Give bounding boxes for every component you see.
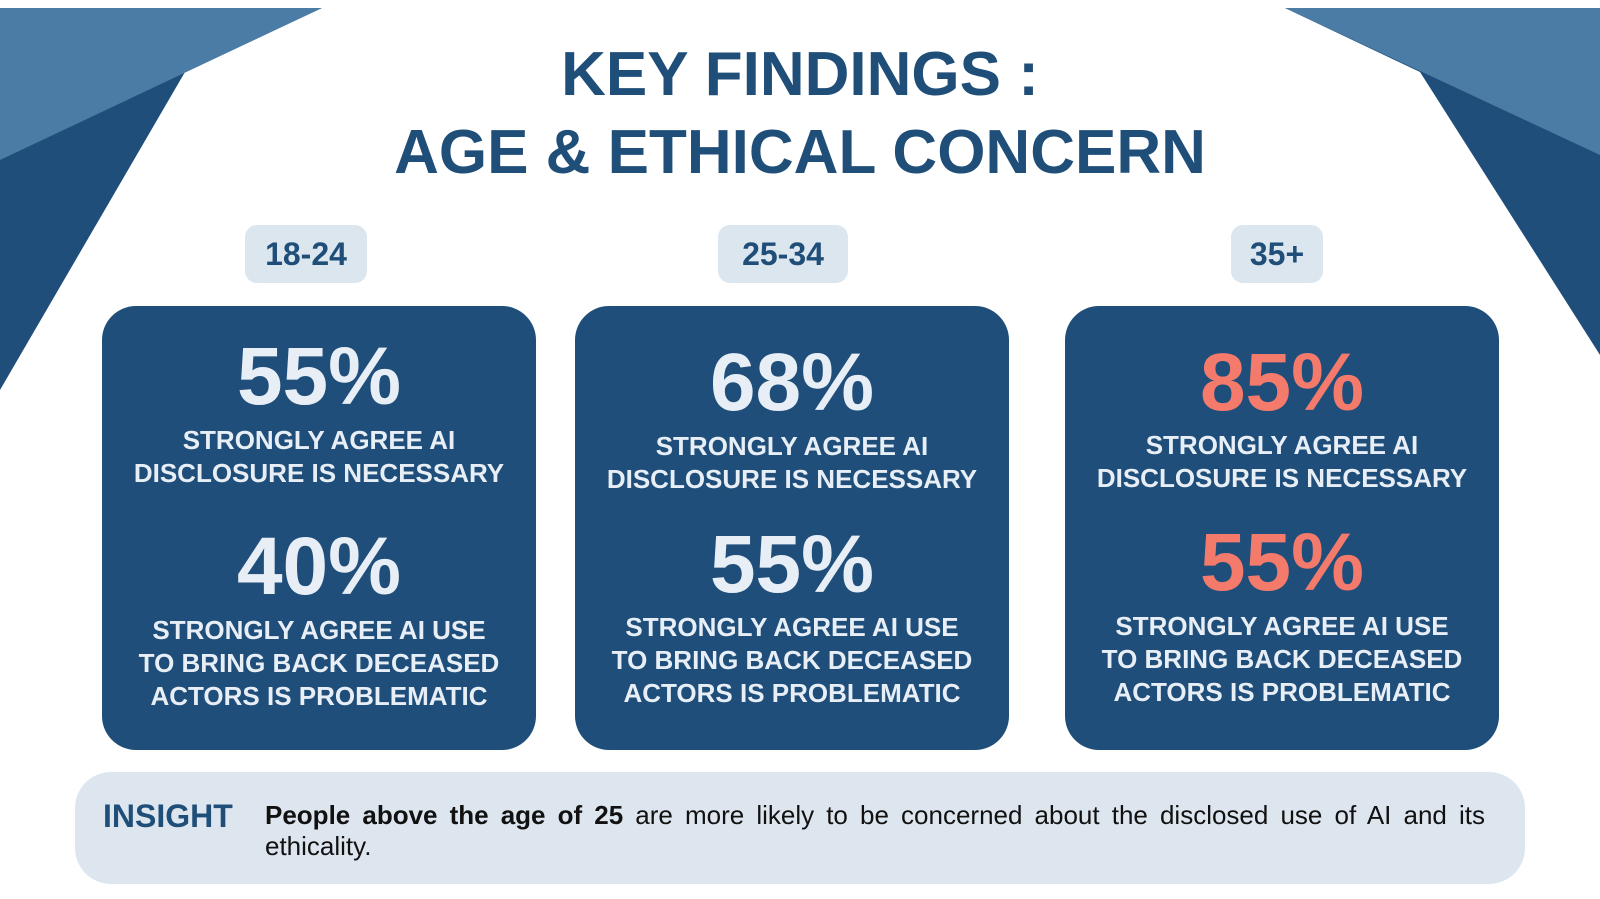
disclosure-label-line-1: STRONGLY AGREE AI	[182, 425, 456, 455]
deceased-label-line-3: ACTORS IS PROBLEMATIC	[150, 681, 488, 711]
page-title: KEY FINDINGS : AGE & ETHICAL CONCERN	[0, 36, 1600, 192]
age-badge-35-plus: 35+	[1231, 225, 1323, 283]
age-badge-18-24: 18-24	[245, 225, 367, 283]
insight-body: are more likely to be concerned about th…	[265, 800, 1485, 861]
disclosure-label-line-2: DISCLOSURE IS NECESSARY	[1096, 463, 1468, 493]
stat-card-25-34: 68% STRONGLY AGREE AI DISCLOSURE IS NECE…	[575, 306, 1009, 750]
deceased-label-line-1: STRONGLY AGREE AI USE	[1115, 611, 1449, 641]
insight-text: People above the age of 25 are more like…	[265, 800, 1485, 862]
insight-panel: INSIGHT People above the age of 25 are m…	[75, 772, 1525, 884]
disclosure-percent: 85%	[1199, 337, 1365, 428]
disclosure-label-line-2: DISCLOSURE IS NECESSARY	[606, 464, 978, 494]
deceased-label-line-1: STRONGLY AGREE AI USE	[625, 612, 959, 642]
deceased-label-line-3: ACTORS IS PROBLEMATIC	[1113, 677, 1451, 707]
deceased-actors-percent: 55%	[1199, 517, 1365, 608]
disclosure-percent: 68%	[709, 337, 875, 428]
disclosure-label-line-1: STRONGLY AGREE AI	[1145, 430, 1419, 460]
insight-emphasis: People above the age of 25	[265, 800, 624, 830]
deceased-label-line-2: TO BRING BACK DECEASED	[138, 648, 500, 678]
right-corner-decoration	[1285, 8, 1600, 355]
disclosure-label-line-2: DISCLOSURE IS NECESSARY	[133, 458, 505, 488]
left-corner-decoration	[0, 8, 322, 390]
disclosure-label-line-1: STRONGLY AGREE AI	[655, 431, 929, 461]
deceased-actors-percent: 40%	[236, 521, 402, 612]
title-line-1: KEY FINDINGS :	[561, 40, 1039, 109]
deceased-label-line-1: STRONGLY AGREE AI USE	[152, 615, 486, 645]
age-badge-25-34: 25-34	[718, 225, 848, 283]
deceased-label-line-3: ACTORS IS PROBLEMATIC	[623, 678, 961, 708]
disclosure-percent: 55%	[236, 331, 402, 422]
deceased-label-line-2: TO BRING BACK DECEASED	[1101, 644, 1463, 674]
stat-card-35-plus: 85% STRONGLY AGREE AI DISCLOSURE IS NECE…	[1065, 306, 1499, 750]
title-line-2: AGE & ETHICAL CONCERN	[394, 118, 1206, 187]
stat-card-18-24: 55% STRONGLY AGREE AI DISCLOSURE IS NECE…	[102, 306, 536, 750]
deceased-label-line-2: TO BRING BACK DECEASED	[611, 645, 973, 675]
insight-label: INSIGHT	[103, 798, 233, 834]
deceased-actors-percent: 55%	[709, 519, 875, 610]
